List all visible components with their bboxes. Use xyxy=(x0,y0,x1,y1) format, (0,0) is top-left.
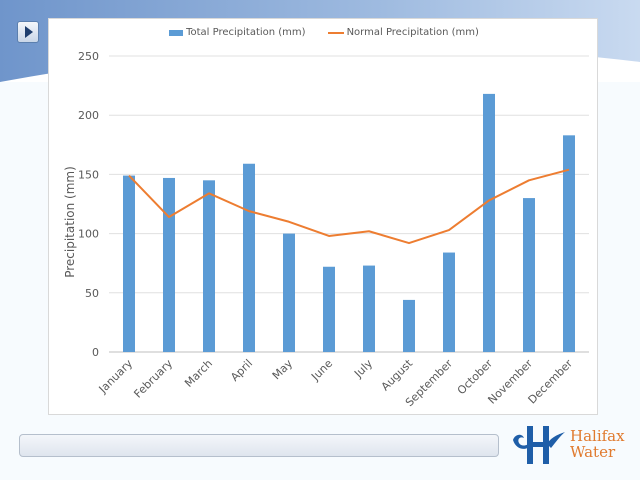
y-tick-label: 250 xyxy=(78,50,99,63)
y-tick-label: 150 xyxy=(78,168,99,181)
bar-total-precipitation xyxy=(443,252,455,352)
bar-total-precipitation xyxy=(203,180,215,352)
play-triangle-icon xyxy=(25,26,33,38)
x-tick-label: February xyxy=(131,357,175,401)
bar-total-precipitation xyxy=(283,233,295,352)
x-tick-label: August xyxy=(379,356,416,393)
logo-line1: Halifax xyxy=(570,427,625,445)
x-tick-label: October xyxy=(455,357,496,398)
x-tick-label: May xyxy=(270,357,296,383)
y-tick-label: 50 xyxy=(85,287,99,300)
line-normal-precipitation xyxy=(128,168,570,245)
play-button[interactable] xyxy=(17,21,39,43)
bar-total-precipitation xyxy=(243,163,255,352)
caption-bar xyxy=(19,434,499,457)
chart-legend: Total Precipitation (mm) Normal Precipit… xyxy=(49,27,599,38)
legend-swatch-bar xyxy=(169,29,184,36)
x-tick-label: March xyxy=(182,357,215,390)
legend-label-total: Total Precipitation (mm) xyxy=(186,27,306,38)
bar-total-precipitation xyxy=(323,266,335,352)
logo-text: Halifax Water xyxy=(570,428,625,460)
bar-total-precipitation xyxy=(563,135,575,352)
bar-total-precipitation xyxy=(483,93,495,352)
x-tick-label: April xyxy=(228,357,255,384)
bar-total-precipitation xyxy=(523,198,535,352)
legend-item-total: Total Precipitation (mm) xyxy=(169,27,306,38)
x-tick-label: July xyxy=(351,357,375,381)
chart-container: 0 50 100 150 200 250 January February March Apri… xyxy=(48,18,598,415)
legend-swatch-line xyxy=(327,31,344,34)
x-tick-label: January xyxy=(96,357,136,397)
y-tick-label: 200 xyxy=(78,109,99,122)
y-tick-label: 0 xyxy=(92,346,99,359)
y-tick-label: 100 xyxy=(78,228,99,241)
logo-line2: Water xyxy=(570,443,616,461)
bar-total-precipitation xyxy=(123,175,135,352)
bar-total-precipitation xyxy=(403,299,415,352)
y-axis-label: Precipitation (mm) xyxy=(63,166,77,278)
bar-total-precipitation xyxy=(163,177,175,352)
x-tick-label: June xyxy=(308,357,335,384)
bar-total-precipitation xyxy=(363,265,375,352)
legend-label-normal: Normal Precipitation (mm) xyxy=(346,27,479,38)
halifax-water-logo xyxy=(513,426,565,464)
legend-item-normal: Normal Precipitation (mm) xyxy=(327,27,479,38)
